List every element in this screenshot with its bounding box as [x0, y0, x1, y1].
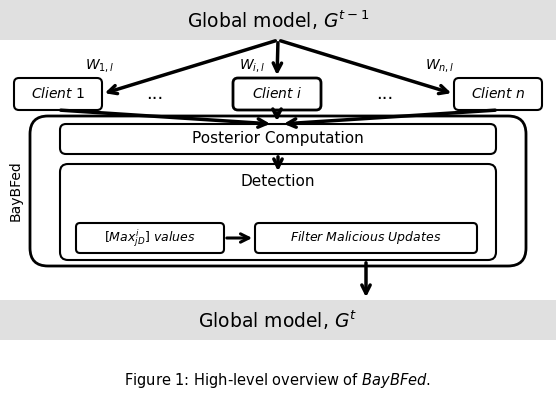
FancyBboxPatch shape	[60, 124, 496, 154]
Text: $\mathit{Client\ 1}$: $\mathit{Client\ 1}$	[31, 86, 85, 102]
Bar	[0, 0, 556, 40]
Text: BayBFed: BayBFed	[9, 161, 23, 222]
Text: $[Max^{i}_{jD}]\mathit{\ values}$: $[Max^{i}_{jD}]\mathit{\ values}$	[104, 227, 196, 249]
FancyBboxPatch shape	[30, 116, 526, 266]
Text: $\mathit{Client\ n}$: $\mathit{Client\ n}$	[471, 86, 525, 102]
Text: Posterior Computation: Posterior Computation	[192, 131, 364, 146]
Text: ...: ...	[146, 85, 163, 103]
Text: Detection: Detection	[241, 174, 315, 189]
Text: $W_{i,l}$: $W_{i,l}$	[239, 56, 265, 73]
Text: $\mathit{Filter\ Malicious\ Updates}$: $\mathit{Filter\ Malicious\ Updates}$	[290, 229, 441, 246]
Text: ...: ...	[376, 85, 394, 103]
FancyBboxPatch shape	[60, 164, 496, 260]
Text: Global model, $G^{t-1}$: Global model, $G^{t-1}$	[187, 8, 369, 32]
Text: $\mathit{Client\ i}$: $\mathit{Client\ i}$	[252, 86, 302, 102]
FancyBboxPatch shape	[454, 78, 542, 110]
FancyBboxPatch shape	[14, 78, 102, 110]
Bar	[0, 300, 556, 340]
FancyBboxPatch shape	[76, 223, 224, 253]
Text: Figure 1: High-level overview of $\mathit{BayBFed}$.: Figure 1: High-level overview of $\mathi…	[125, 370, 431, 390]
FancyBboxPatch shape	[255, 223, 477, 253]
Text: Global model, $G^{t}$: Global model, $G^{t}$	[198, 308, 358, 332]
Text: $W_{1,l}$: $W_{1,l}$	[85, 56, 115, 73]
FancyBboxPatch shape	[233, 78, 321, 110]
Text: $W_{n,l}$: $W_{n,l}$	[425, 56, 455, 73]
